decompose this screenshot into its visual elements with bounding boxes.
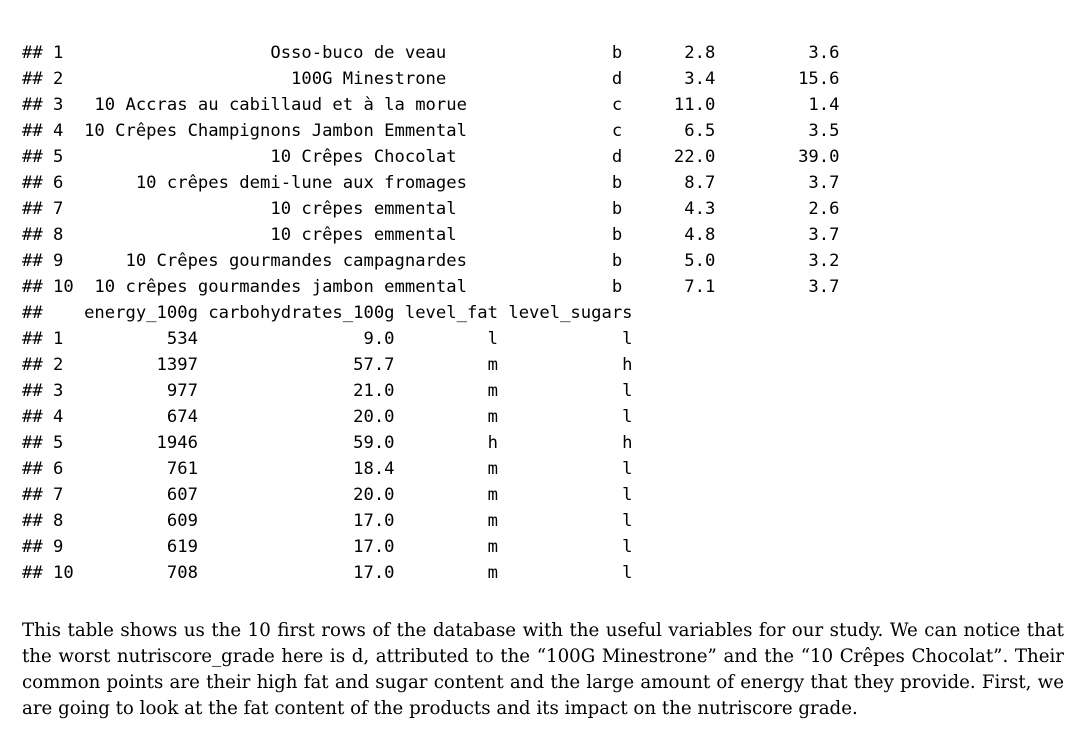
- output-row-10: ## 10 10 crêpes gourmandes jambon emment…: [22, 277, 840, 297]
- r-console-output: ## 1 Osso-buco de veau b 2.8 3.6 ## 2 10…: [22, 40, 1072, 586]
- output-row-3b: ## 3 977 21.0 m l: [22, 381, 633, 401]
- output-row-9b: ## 9 619 17.0 m l: [22, 537, 633, 557]
- output-row-6: ## 6 10 crêpes demi-lune aux fromages b …: [22, 173, 840, 193]
- output-row-6b: ## 6 761 18.4 m l: [22, 459, 633, 479]
- output-row-1b: ## 1 534 9.0 l l: [22, 329, 633, 349]
- output-row-4b: ## 4 674 20.0 m l: [22, 407, 633, 427]
- output-row-5: ## 5 10 Crêpes Chocolat d 22.0 39.0: [22, 147, 840, 167]
- output-row-9: ## 9 10 Crêpes gourmandes campagnardes b…: [22, 251, 840, 271]
- output-row-1: ## 1 Osso-buco de veau b 2.8 3.6: [22, 43, 840, 63]
- output-row-4: ## 4 10 Crêpes Champignons Jambon Emment…: [22, 121, 840, 141]
- body-paragraph: This table shows us the 10 first rows of…: [22, 620, 1064, 719]
- output-row-10b: ## 10 708 17.0 m l: [22, 563, 633, 583]
- output-row-7b: ## 7 607 20.0 m l: [22, 485, 633, 505]
- output-row-2: ## 2 100G Minestrone d 3.4 15.6: [22, 69, 840, 89]
- output-row-7: ## 7 10 crêpes emmental b 4.3 2.6: [22, 199, 840, 219]
- output-row-5b: ## 5 1946 59.0 h h: [22, 433, 633, 453]
- output-row-3: ## 3 10 Accras au cabillaud et à la moru…: [22, 95, 840, 115]
- output-header-row: ## energy_100g carbohydrates_100g level_…: [22, 303, 633, 323]
- output-row-8: ## 8 10 crêpes emmental b 4.8 3.7: [22, 225, 840, 245]
- output-row-8b: ## 8 609 17.0 m l: [22, 511, 633, 531]
- output-row-2b: ## 2 1397 57.7 m h: [22, 355, 633, 375]
